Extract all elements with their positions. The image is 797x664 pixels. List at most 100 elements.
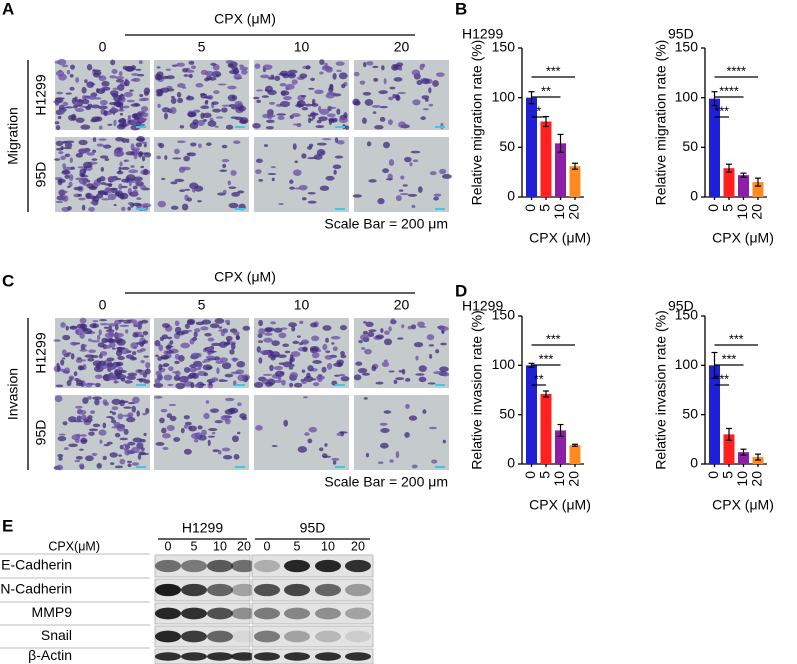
stained-cell — [442, 439, 446, 444]
stained-cell — [80, 359, 87, 362]
stained-cell — [421, 78, 430, 85]
stained-cell — [227, 94, 238, 102]
stained-cell — [227, 85, 237, 90]
stained-cell — [143, 379, 151, 384]
panel-label: D — [455, 281, 467, 300]
stained-cell — [57, 435, 67, 442]
stained-cell — [75, 152, 84, 158]
stained-cell — [180, 427, 185, 434]
stained-cell — [306, 372, 311, 379]
protein-label: N-Cadherin — [0, 581, 72, 597]
stained-cell — [166, 413, 172, 419]
stained-cell — [192, 109, 201, 113]
stained-cell — [71, 434, 81, 441]
stained-cell — [69, 73, 74, 78]
blot-band — [345, 559, 371, 573]
stained-cell — [103, 443, 110, 447]
stained-cell — [295, 103, 305, 108]
stained-cell — [440, 122, 444, 130]
stained-cell — [301, 106, 309, 111]
x-axis-label: CPX (μM) — [712, 230, 774, 246]
stained-cell — [141, 155, 146, 162]
stained-cell — [395, 377, 405, 381]
stained-cell — [113, 94, 123, 102]
stained-cell — [404, 156, 412, 163]
stained-cell — [383, 141, 390, 149]
stained-cell — [339, 373, 346, 377]
protein-label: E-Cadherin — [1, 557, 72, 573]
blot-band — [155, 652, 181, 661]
stained-cell — [225, 124, 234, 130]
stained-cell — [126, 375, 136, 381]
stained-cell — [204, 77, 210, 82]
stained-cell — [172, 157, 182, 160]
y-tick-label: 100 — [675, 88, 699, 104]
stained-cell — [389, 459, 394, 463]
micrograph — [353, 318, 450, 388]
stained-cell — [154, 378, 161, 384]
stained-cell — [124, 329, 129, 334]
stained-cell — [188, 73, 193, 79]
stained-cell — [98, 360, 106, 367]
y-axis-label: Relative invasion rate (%) — [653, 310, 669, 470]
stained-cell — [106, 362, 114, 367]
stained-cell — [118, 319, 126, 323]
stained-cell — [192, 119, 199, 125]
stained-cell — [209, 323, 220, 329]
stained-cell — [195, 373, 199, 379]
stained-cell — [112, 87, 120, 90]
stained-cell — [211, 377, 219, 382]
stained-cell — [115, 137, 124, 142]
stained-cell — [61, 64, 69, 68]
dose-label: 5 — [198, 39, 206, 55]
stained-cell — [204, 332, 212, 337]
stained-cell — [165, 68, 172, 71]
y-tick-label: 0 — [690, 455, 698, 471]
stained-cell — [118, 183, 123, 190]
stained-cell — [399, 193, 409, 196]
stained-cell — [207, 337, 215, 342]
blot-band — [254, 583, 280, 597]
x-tick-label: 10 — [734, 204, 750, 220]
stained-cell — [123, 79, 130, 87]
stained-cell — [256, 346, 261, 353]
blot-band — [315, 630, 341, 643]
error-bar — [755, 177, 761, 187]
stained-cell — [71, 113, 77, 121]
stained-cell — [116, 170, 124, 175]
stained-cell — [372, 65, 379, 69]
stained-cell — [137, 453, 142, 460]
stained-cell — [259, 350, 270, 355]
stained-cell — [230, 169, 237, 176]
stained-cell — [221, 447, 231, 452]
blot-background — [251, 625, 374, 648]
stained-cell — [82, 99, 90, 105]
stained-cell — [99, 99, 108, 106]
stained-cell — [90, 339, 100, 343]
cell-line-label: 95D — [33, 162, 49, 188]
stained-cell — [166, 350, 174, 354]
stained-cell — [408, 415, 418, 421]
stained-cell — [395, 93, 400, 100]
stained-cell — [366, 141, 372, 147]
stained-cell — [161, 177, 166, 180]
stained-cell — [137, 117, 148, 122]
blot-band — [207, 559, 233, 573]
stained-cell — [324, 62, 328, 66]
x-tick-label: 20 — [749, 471, 765, 487]
stained-cell — [61, 169, 70, 175]
stained-cell — [94, 374, 103, 379]
stained-cell — [132, 396, 140, 404]
stained-cell — [383, 410, 392, 414]
stained-cell — [331, 457, 340, 461]
stained-cell — [221, 107, 228, 113]
stained-cell — [224, 373, 234, 378]
significance-label: ** — [534, 372, 544, 386]
stained-cell — [219, 357, 228, 363]
stained-cell — [98, 329, 102, 336]
stained-cell — [161, 427, 167, 434]
stained-cell — [119, 400, 129, 404]
error-bar — [740, 448, 747, 456]
stained-cell — [329, 84, 334, 91]
stained-cell — [96, 462, 102, 469]
